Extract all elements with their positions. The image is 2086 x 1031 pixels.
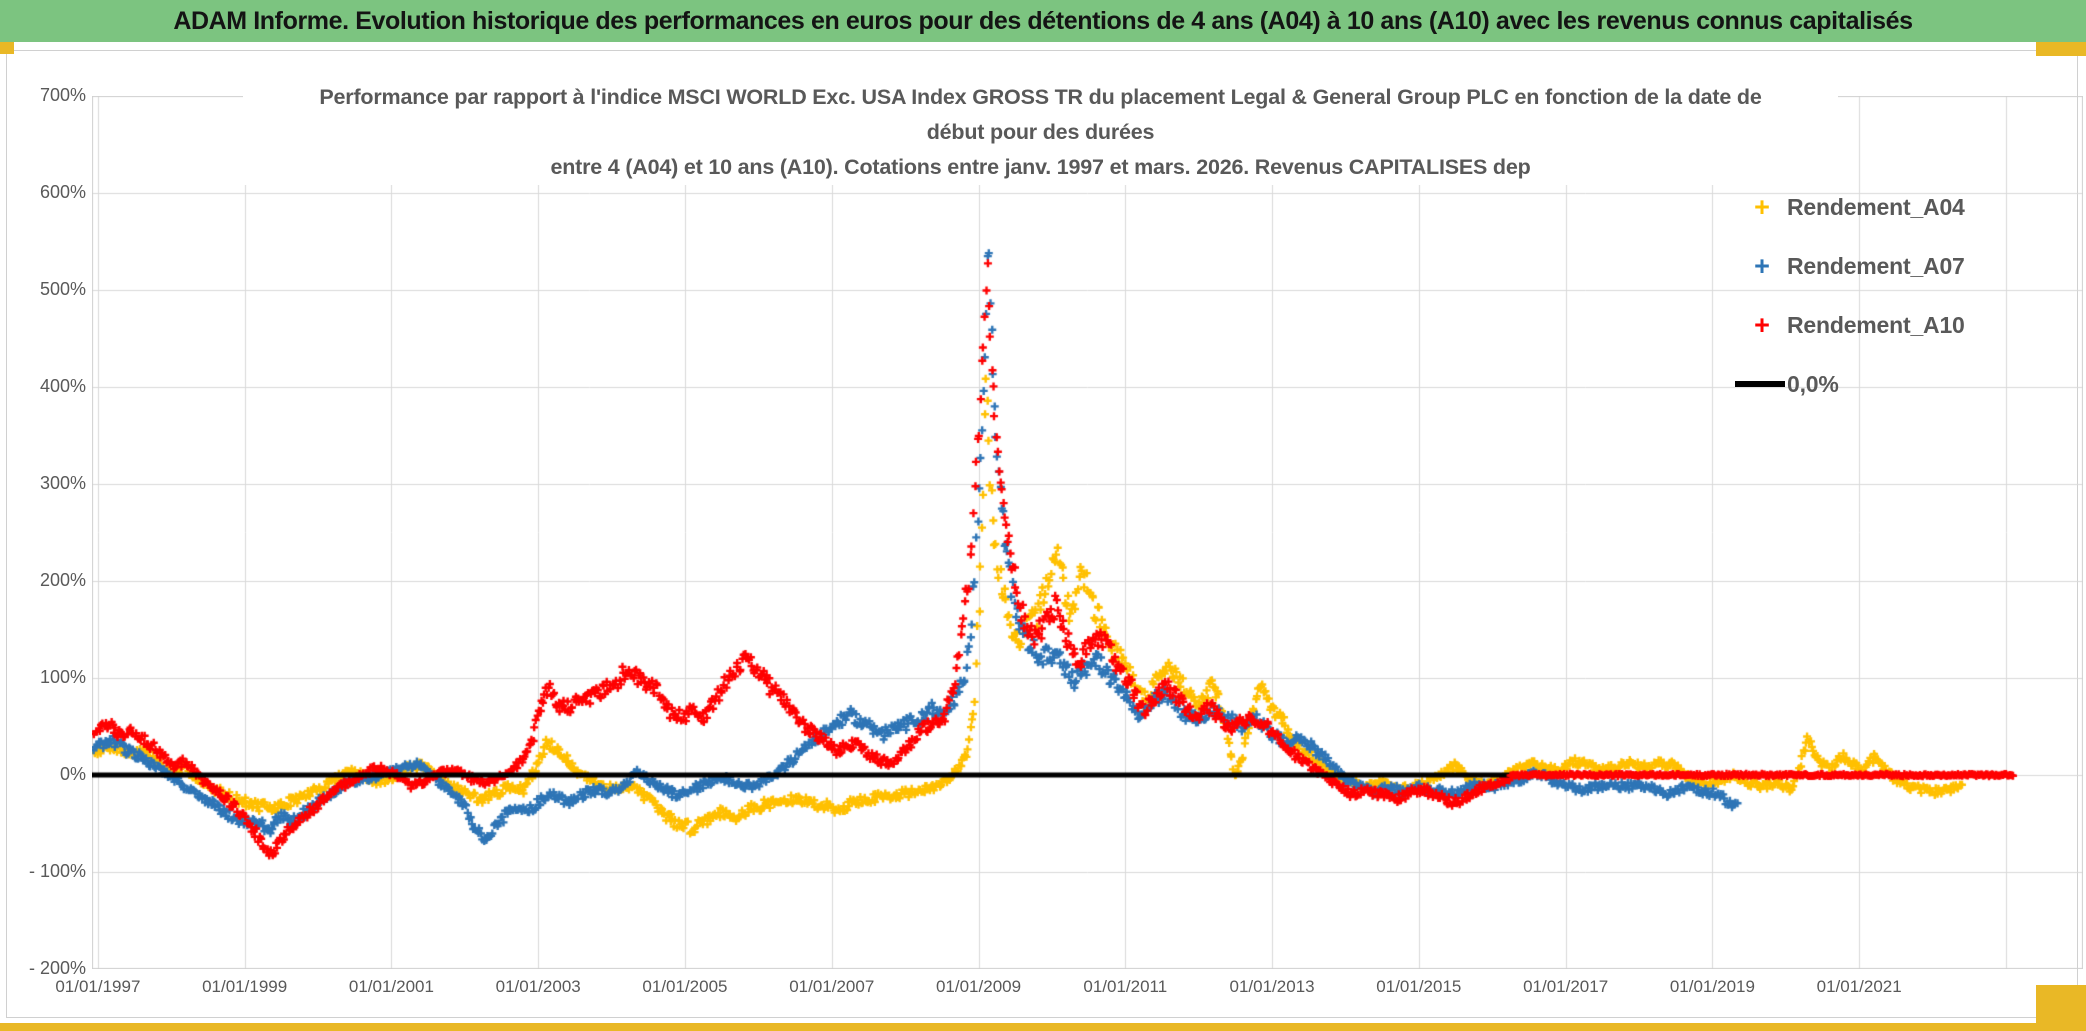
x-tick-label: 01/01/2021 — [1816, 977, 1902, 996]
x-tick-label: 01/01/1999 — [202, 977, 288, 996]
chart-title: Performance par rapport à l'indice MSCI … — [243, 80, 1838, 185]
x-tick-label: 01/01/2003 — [495, 977, 581, 996]
legend-item-rendement-a04[interactable]: + Rendement_A04 — [1735, 190, 1965, 224]
header-title: ADAM Informe. Evolution historique des p… — [173, 6, 1913, 35]
legend-item-zero-line[interactable]: 0,0% — [1735, 367, 1965, 401]
x-tick-label: 01/01/2009 — [935, 977, 1022, 996]
chart-title-line-2: début pour des durées — [926, 120, 1155, 144]
y-tick-label: 700% — [39, 85, 86, 105]
y-tick-label: 600% — [39, 182, 86, 202]
y-tick-label: 400% — [39, 376, 86, 396]
x-tick-label: 01/01/2007 — [789, 977, 875, 996]
y-tick-label: 300% — [39, 473, 86, 493]
y-tick-label: 0% — [59, 764, 86, 784]
chart-legend: + Rendement_A04 + Rendement_A07 + Rendem… — [1735, 190, 1965, 401]
legend-label: Rendement_A10 — [1787, 311, 1965, 338]
x-tick-label: 01/01/2015 — [1376, 977, 1462, 996]
x-tick-label: 01/01/2019 — [1669, 977, 1755, 996]
gold-accent-bottom-strip — [0, 1023, 2086, 1031]
y-tick-label: - 200% — [28, 958, 86, 978]
x-tick-label: 01/01/2017 — [1523, 977, 1609, 996]
y-tick-label: 200% — [39, 570, 86, 590]
legend-label: 0,0% — [1787, 370, 1839, 397]
x-tick-label: 01/01/2013 — [1229, 977, 1315, 996]
header-bar: ADAM Informe. Evolution historique des p… — [0, 0, 2086, 42]
legend-item-rendement-a07[interactable]: + Rendement_A07 — [1735, 249, 1965, 283]
x-tick-label: 01/01/2001 — [348, 977, 434, 996]
plus-marker-icon: + — [1754, 251, 1770, 281]
y-tick-label: 500% — [39, 279, 86, 299]
legend-item-rendement-a10[interactable]: + Rendement_A10 — [1735, 308, 1965, 342]
plus-marker-icon: + — [1754, 192, 1770, 222]
black-line-icon — [1735, 381, 1785, 387]
y-tick-label: - 100% — [28, 861, 86, 881]
plot-canvas[interactable] — [92, 96, 2083, 969]
x-tick-label: 01/01/1997 — [55, 977, 141, 996]
x-tick-label: 01/01/2011 — [1083, 977, 1168, 996]
gold-accent-top-left — [0, 42, 14, 54]
y-tick-label: 100% — [39, 667, 86, 687]
chart-title-line-3: entre 4 (A04) et 10 ans (A10). Cotations… — [550, 155, 1531, 179]
legend-label: Rendement_A07 — [1787, 252, 1965, 279]
x-tick-label: 01/01/2005 — [642, 977, 728, 996]
gold-accent-top-right — [2036, 42, 2086, 56]
chart-title-line-1: Performance par rapport à l'indice MSCI … — [319, 85, 1762, 109]
plus-marker-icon: + — [1754, 310, 1770, 340]
legend-label: Rendement_A04 — [1787, 193, 1965, 220]
